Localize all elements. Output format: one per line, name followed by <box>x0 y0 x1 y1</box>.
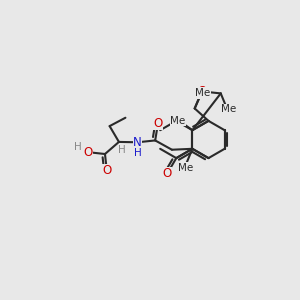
Text: O: O <box>102 164 112 177</box>
Text: H: H <box>74 142 82 152</box>
Text: Me: Me <box>170 116 185 126</box>
Text: O: O <box>172 114 181 128</box>
Text: O: O <box>162 167 172 180</box>
Text: N: N <box>133 136 142 149</box>
Text: H: H <box>118 145 126 155</box>
Text: H: H <box>134 148 141 158</box>
Text: Me: Me <box>221 104 236 114</box>
Text: O: O <box>153 117 163 130</box>
Text: O: O <box>198 85 207 98</box>
Text: Me: Me <box>178 163 194 172</box>
Text: Me: Me <box>195 88 210 98</box>
Text: O: O <box>83 146 92 159</box>
